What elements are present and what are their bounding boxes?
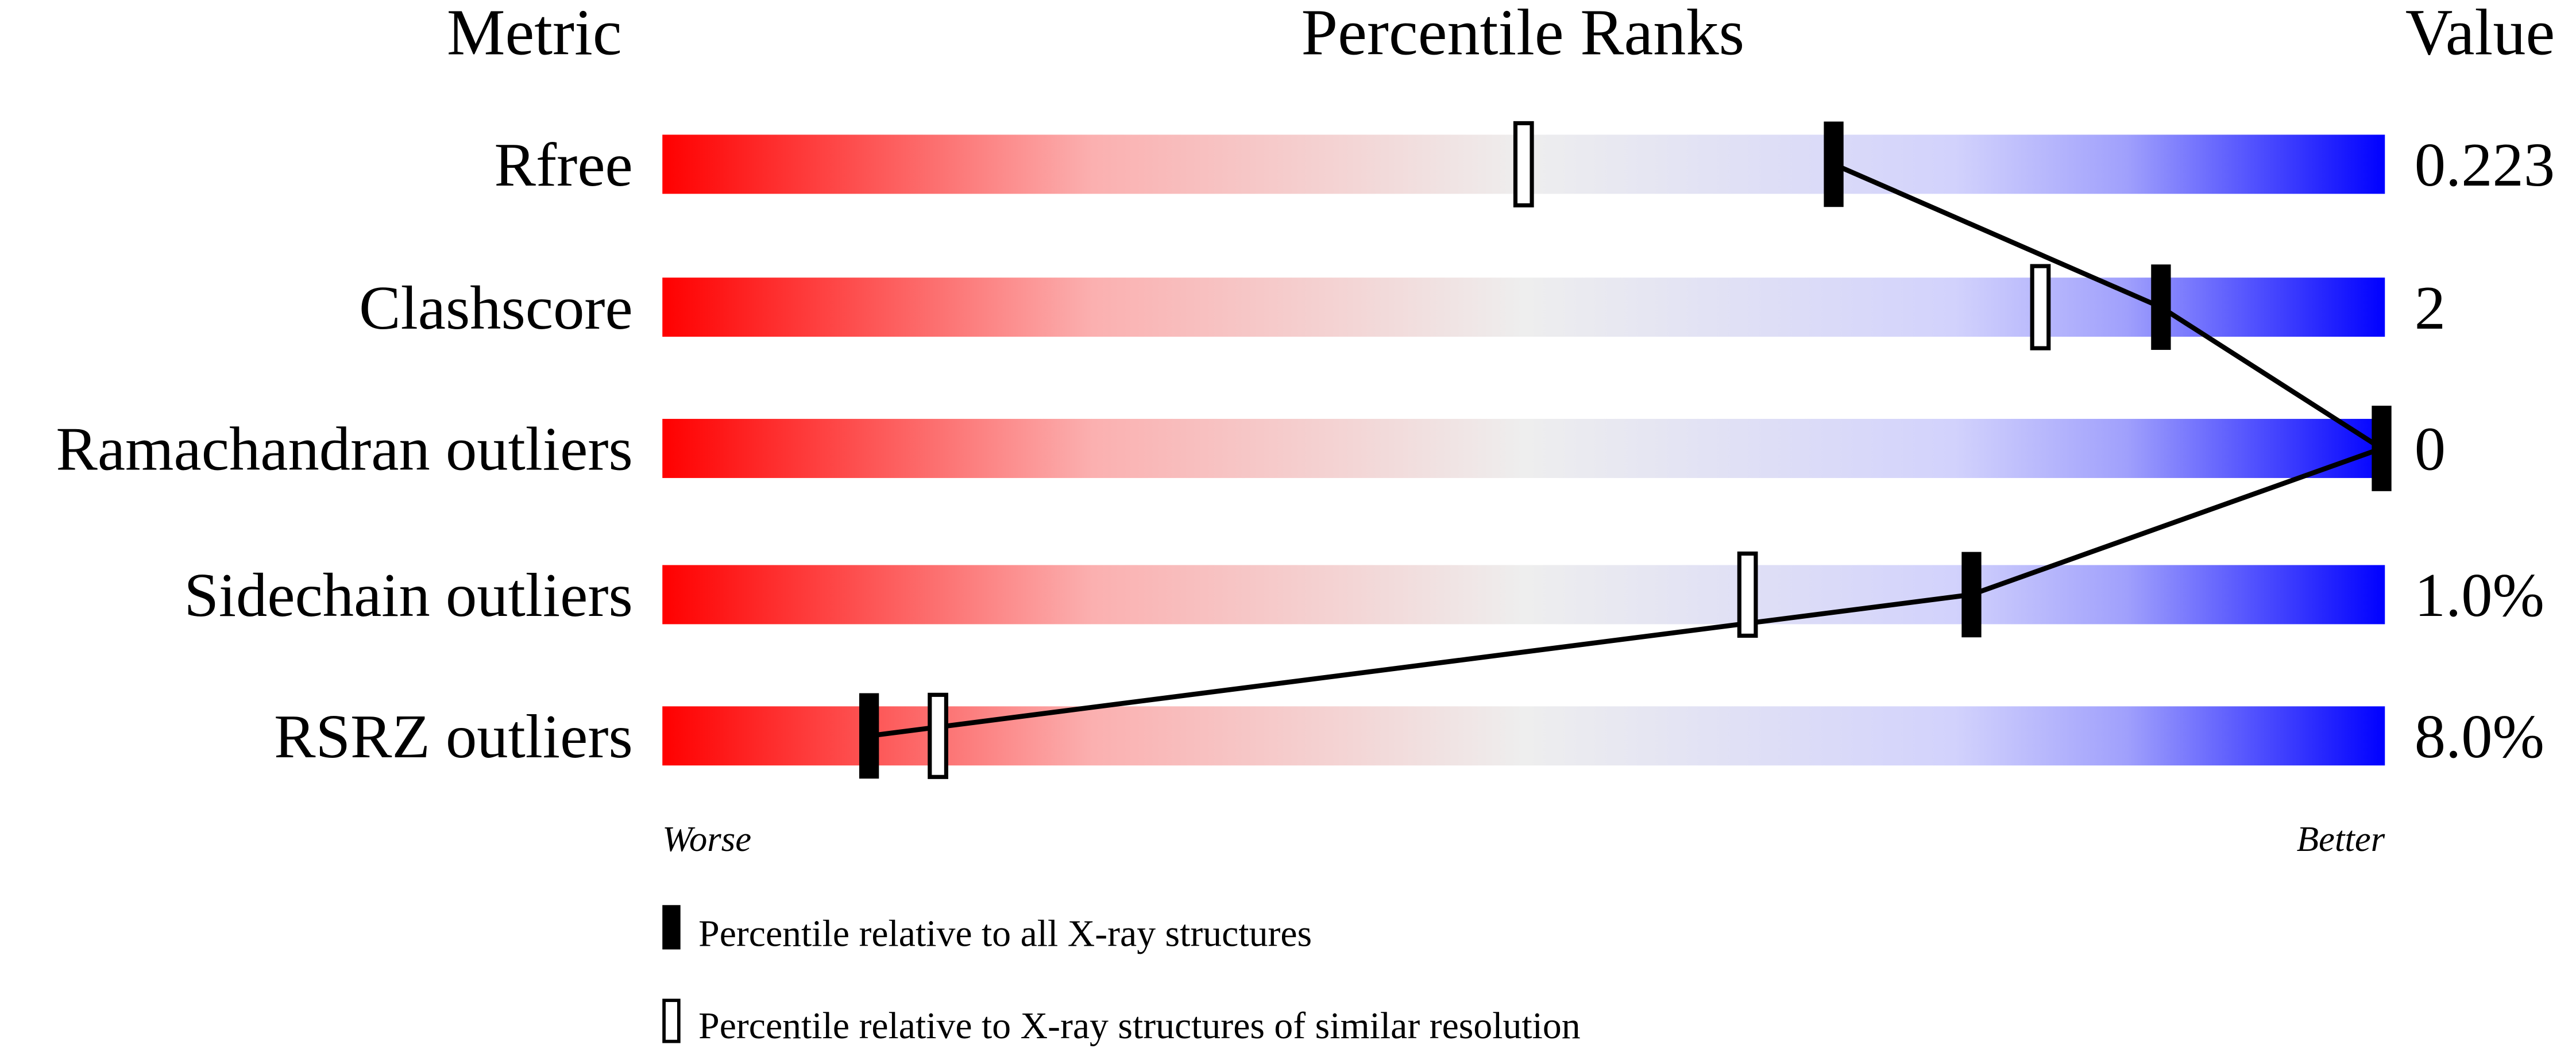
metric-label: Ramachandran outliers	[56, 415, 632, 484]
all-structures-marker	[2372, 406, 2392, 491]
similar-resolution-marker	[928, 692, 948, 779]
percentile-bar	[662, 565, 2385, 625]
percentile-bar	[662, 419, 2385, 478]
legend-filled-label: Percentile relative to all X-ray structu…	[698, 913, 1312, 955]
legend-open-marker	[662, 999, 681, 1043]
metric-label: RSRZ outliers	[274, 702, 633, 771]
all-structures-marker	[859, 693, 879, 779]
legend-filled-marker	[662, 905, 681, 950]
legend-open-label: Percentile relative to X-ray structures …	[698, 1005, 1581, 1047]
header-percentile-ranks: Percentile Ranks	[1301, 0, 1745, 68]
similar-resolution-marker	[1737, 551, 1758, 638]
metric-value: 1.0%	[2415, 561, 2544, 630]
header-value: Value	[2405, 0, 2555, 68]
metric-label: Rfree	[495, 130, 633, 199]
metric-label: Clashscore	[359, 273, 633, 342]
header-metric: Metric	[447, 0, 622, 68]
metric-value: 0	[2415, 415, 2446, 484]
percentile-bar	[662, 706, 2385, 766]
similar-resolution-marker	[2030, 264, 2051, 350]
all-structures-marker	[1961, 552, 1982, 638]
metric-value: 8.0%	[2415, 702, 2544, 771]
all-structures-marker	[2151, 264, 2171, 350]
all-structures-marker	[1824, 121, 1844, 207]
metric-label: Sidechain outliers	[184, 561, 632, 630]
metric-value: 0.223	[2415, 130, 2555, 199]
worse-label: Worse	[662, 819, 751, 859]
better-label: Better	[2297, 819, 2385, 859]
metric-value: 2	[2415, 273, 2446, 342]
similar-resolution-marker	[1513, 121, 1534, 207]
percentile-bar	[662, 278, 2385, 337]
